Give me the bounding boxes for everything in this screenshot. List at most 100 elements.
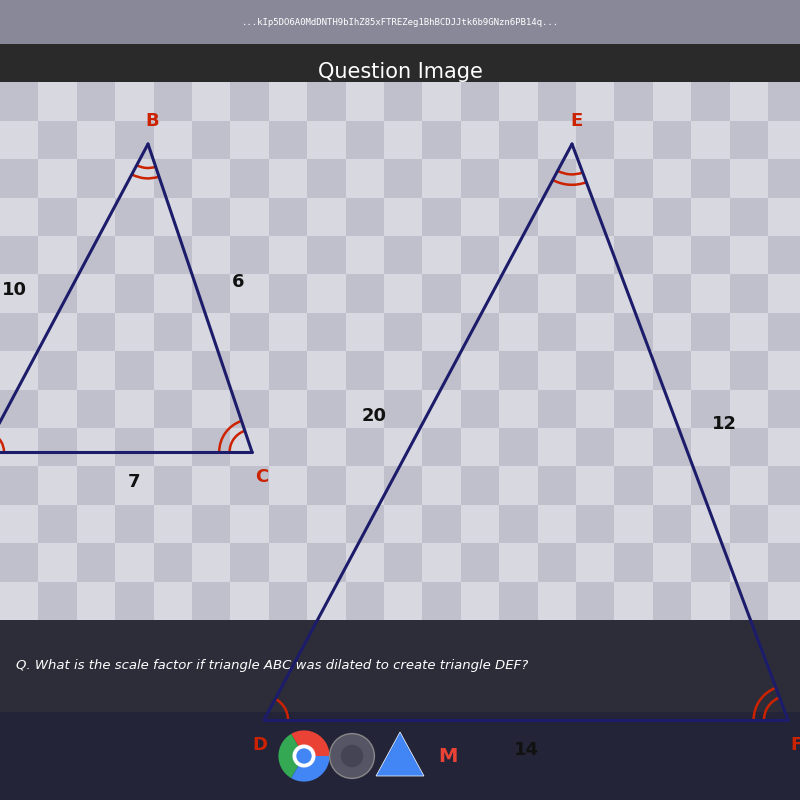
Bar [269,82,307,121]
Bar [269,351,307,390]
Bar [653,198,691,236]
Bar [38,466,77,505]
Bar [499,198,538,236]
Bar [614,466,653,505]
Bar [730,390,768,428]
Bar [77,82,115,121]
Bar [115,82,154,121]
Bar [730,274,768,313]
Circle shape [296,748,312,764]
Circle shape [330,734,374,778]
Bar [614,274,653,313]
Bar [538,236,576,274]
Bar [691,159,730,198]
Bar [614,351,653,390]
Bar [77,313,115,351]
Bar [614,121,653,159]
Bar [38,82,77,121]
Bar [384,390,422,428]
Bar [614,390,653,428]
Bar [653,159,691,198]
Bar [691,198,730,236]
Text: D: D [253,736,267,754]
Bar [192,236,230,274]
Text: 7: 7 [128,474,140,491]
Bar [499,82,538,121]
Bar [230,466,269,505]
Bar [576,582,614,620]
Bar [422,236,461,274]
Bar [730,466,768,505]
Bar [77,390,115,428]
Bar [614,198,653,236]
Bar [730,82,768,121]
Polygon shape [376,732,424,776]
Text: M: M [438,746,458,766]
Bar [269,313,307,351]
Bar [269,582,307,620]
Bar [614,428,653,466]
Bar [614,505,653,543]
Text: 6: 6 [232,273,245,291]
Bar [307,236,346,274]
Bar [768,313,800,351]
Bar [38,159,77,198]
Bar [77,121,115,159]
Bar [0,121,38,159]
Bar [422,274,461,313]
Bar [269,428,307,466]
Bar [154,198,192,236]
Bar [422,505,461,543]
Text: Q. What is the scale factor if triangle ABC was dilated to create triangle DEF?: Q. What is the scale factor if triangle … [16,659,528,673]
Bar [307,428,346,466]
Bar [614,543,653,582]
Bar [461,236,499,274]
Bar [154,390,192,428]
Bar [192,121,230,159]
Bar [346,198,384,236]
Bar [538,543,576,582]
Bar [115,313,154,351]
Bar [768,466,800,505]
Bar [653,505,691,543]
Bar [346,390,384,428]
Bar [499,505,538,543]
Bar [768,121,800,159]
Bar [307,466,346,505]
Bar [691,582,730,620]
Bar [269,121,307,159]
Bar [499,390,538,428]
Bar [384,582,422,620]
Bar [768,82,800,121]
Bar [115,543,154,582]
Bar [230,236,269,274]
Bar [422,351,461,390]
Bar [307,543,346,582]
Bar [307,121,346,159]
Bar [346,274,384,313]
Bar [768,428,800,466]
Bar [691,428,730,466]
Bar [115,236,154,274]
Bar [461,159,499,198]
Bar [269,466,307,505]
Bar [576,236,614,274]
Bar [691,82,730,121]
Bar [653,428,691,466]
Bar [0,712,800,800]
Bar [115,159,154,198]
Bar [422,428,461,466]
Bar [768,543,800,582]
Bar [346,159,384,198]
Bar [576,428,614,466]
Bar [691,236,730,274]
Bar [346,505,384,543]
Bar [230,82,269,121]
Bar [0,582,38,620]
Bar [77,274,115,313]
Bar [538,198,576,236]
Bar [154,466,192,505]
Bar [230,159,269,198]
Bar [768,351,800,390]
Bar [422,582,461,620]
